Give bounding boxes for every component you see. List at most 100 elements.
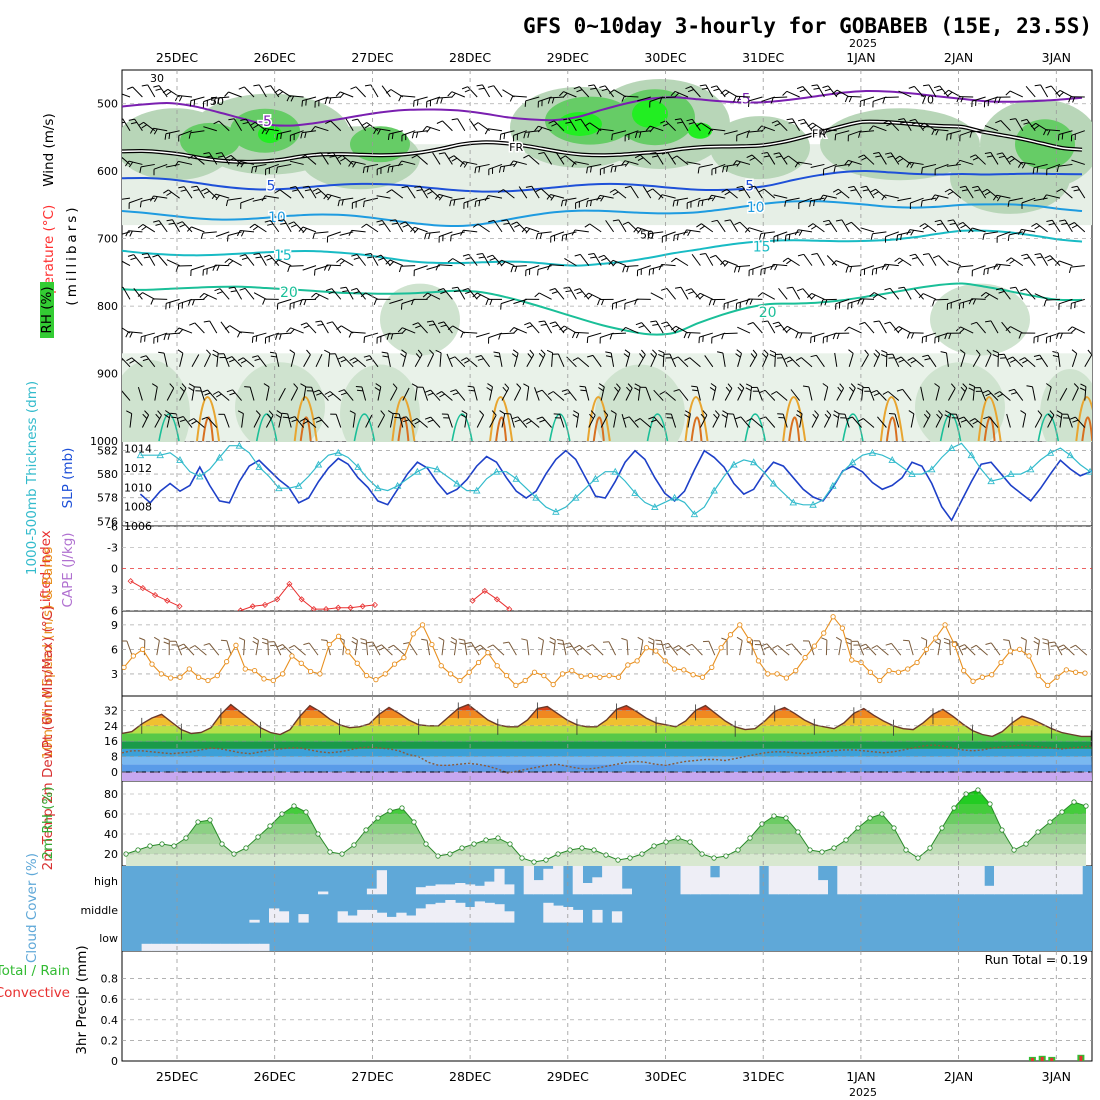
wind-barb-shaft bbox=[493, 220, 503, 233]
wind-barb-shaft bbox=[422, 387, 429, 401]
wind-barb-feather bbox=[291, 419, 298, 423]
wind-barb-shaft bbox=[408, 642, 418, 656]
wind-barb bbox=[857, 383, 864, 401]
wind-barb-shaft bbox=[735, 265, 751, 268]
wind-barb-shaft bbox=[835, 260, 850, 267]
wind-barb-feather bbox=[166, 91, 172, 96]
wind-barb-shaft bbox=[593, 253, 602, 266]
wind-barb-feather bbox=[948, 333, 952, 340]
cloud-cell bbox=[474, 885, 485, 895]
wind-barb-feather bbox=[142, 358, 149, 362]
wind-barb bbox=[553, 413, 565, 428]
wind-barb-feather bbox=[152, 254, 159, 258]
wind10m-marker bbox=[793, 668, 799, 674]
wind-barb-feather bbox=[436, 391, 442, 395]
wind-barb bbox=[1042, 194, 1061, 200]
wind-barb bbox=[914, 288, 924, 300]
wind-barb-shaft bbox=[637, 96, 651, 102]
wind-barb-shaft bbox=[513, 387, 522, 401]
wind-barb bbox=[166, 383, 175, 401]
wind-barb-feather bbox=[849, 386, 854, 392]
wind-barb-shaft bbox=[600, 414, 609, 428]
wind-barb-shaft bbox=[826, 255, 838, 266]
wind-barb-feather bbox=[924, 358, 931, 361]
wind-barb-shaft bbox=[240, 197, 255, 204]
wind-barb-shaft bbox=[865, 643, 877, 656]
wind-barb-shaft bbox=[889, 287, 900, 300]
wind-barb bbox=[598, 254, 614, 266]
wind-barb-feather bbox=[987, 268, 989, 275]
wind-barb-feather bbox=[316, 392, 322, 396]
wind-barb-shaft bbox=[258, 253, 267, 266]
wind-barb bbox=[486, 254, 503, 266]
wind-barb-shaft bbox=[525, 130, 540, 133]
wind-barb-shaft bbox=[922, 197, 937, 202]
wind-barb bbox=[215, 231, 230, 237]
wind-barb-feather bbox=[626, 386, 631, 392]
wind-barb-shaft bbox=[610, 352, 615, 367]
wind-barb bbox=[1068, 222, 1086, 233]
wind-barb bbox=[373, 128, 391, 135]
wind-barb bbox=[1032, 163, 1048, 174]
wind-barb-feather bbox=[896, 234, 899, 242]
wind-barb-shaft bbox=[228, 91, 242, 98]
wind-barb-feather bbox=[450, 235, 452, 242]
wind-barb-feather bbox=[205, 155, 212, 158]
wind-barb-shaft bbox=[122, 156, 131, 165]
wind-barb bbox=[996, 152, 1011, 165]
cloud-cell bbox=[611, 866, 623, 895]
wind-barb-feather bbox=[709, 254, 716, 259]
wind-barb-shaft bbox=[737, 353, 742, 367]
wind-barb-feather bbox=[565, 234, 568, 241]
wind-barb-feather bbox=[602, 641, 609, 643]
wind-barb-shaft bbox=[1057, 352, 1061, 367]
wind-barb-shaft bbox=[277, 130, 292, 135]
wind-barb-feather bbox=[113, 326, 118, 330]
wind-barb bbox=[621, 326, 639, 334]
cloud-cell bbox=[533, 880, 544, 895]
wind-barb-feather bbox=[713, 88, 720, 92]
wind-barb-feather bbox=[164, 133, 167, 140]
wind-barb-shaft bbox=[1015, 118, 1024, 131]
wind-barb-feather bbox=[900, 121, 907, 124]
wind-barb-feather bbox=[179, 386, 185, 392]
wind-barb bbox=[497, 259, 515, 267]
wind-barb-shaft bbox=[1047, 640, 1051, 656]
wind-barb-feather bbox=[919, 122, 925, 128]
wind-barb-shaft bbox=[1039, 354, 1049, 368]
wind-barb-shaft bbox=[848, 353, 854, 367]
wind-barb-feather bbox=[114, 155, 119, 158]
surface-contour bbox=[782, 396, 807, 442]
wind-barb-feather bbox=[355, 386, 362, 388]
wind-barb bbox=[187, 298, 205, 306]
wind-barb-feather bbox=[784, 235, 787, 242]
wind10m-marker bbox=[1082, 670, 1088, 676]
wind-barb-shaft bbox=[1022, 413, 1027, 428]
wind-barb bbox=[262, 298, 279, 305]
wind-barb bbox=[251, 332, 267, 343]
wind-barb bbox=[1071, 383, 1079, 401]
rh2m-marker bbox=[867, 815, 873, 821]
wind-barb-shaft bbox=[650, 353, 658, 368]
wind-barb bbox=[385, 89, 404, 98]
wind-barb-shaft bbox=[320, 152, 329, 165]
wind-barb bbox=[537, 265, 552, 276]
wind-barb-shaft bbox=[848, 130, 862, 136]
cloud-cell bbox=[347, 915, 358, 923]
wind-barb bbox=[253, 84, 267, 98]
wind-barb-feather bbox=[187, 299, 191, 306]
thickness-marker bbox=[255, 463, 263, 470]
wind-barb-shaft bbox=[131, 357, 143, 368]
wind-barb-feather bbox=[969, 131, 973, 138]
wind-barb bbox=[735, 416, 751, 428]
wind-barb-feather bbox=[1047, 413, 1053, 419]
wind-barb bbox=[672, 197, 689, 207]
wind10m-marker bbox=[699, 674, 706, 680]
wind-barb bbox=[459, 161, 478, 168]
wind-barb bbox=[537, 636, 544, 656]
rh2m-marker bbox=[843, 837, 849, 843]
wind-barb-shaft bbox=[215, 96, 230, 99]
wind-barb bbox=[1007, 231, 1023, 241]
wind10m-marker bbox=[270, 677, 276, 684]
wind-barb-feather bbox=[149, 195, 154, 202]
